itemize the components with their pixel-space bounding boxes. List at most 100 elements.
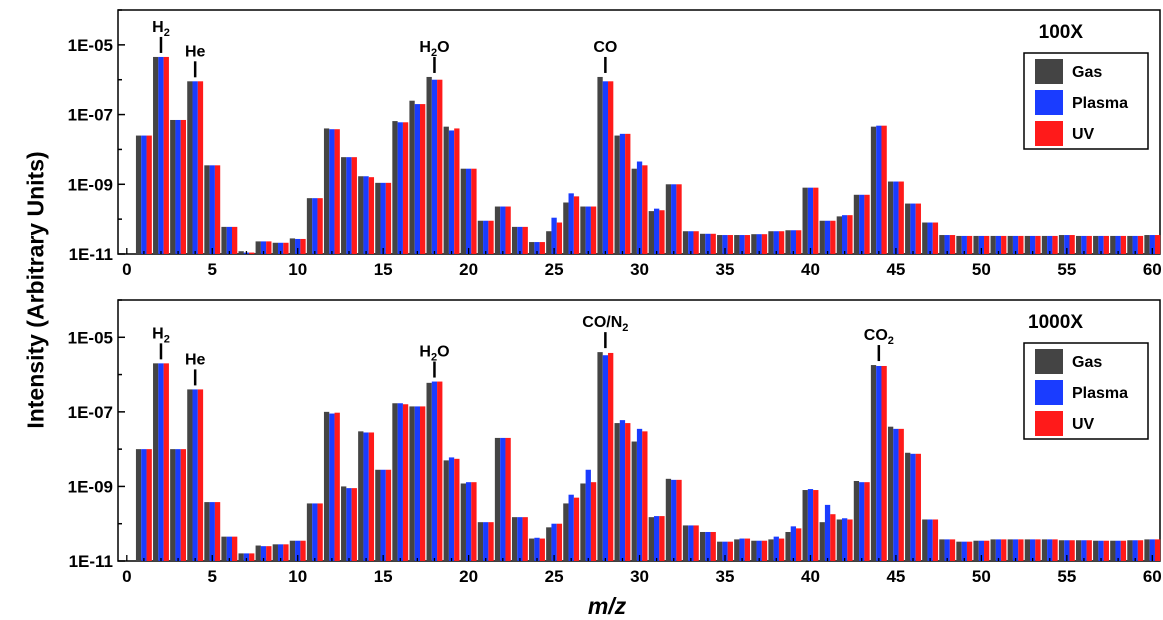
bar-plasma-13	[346, 157, 352, 254]
bar-plasma-16	[397, 403, 403, 561]
bar-plasma-56	[1081, 540, 1087, 561]
bar-plasma-10	[295, 540, 301, 561]
bar-gas-35	[717, 235, 723, 254]
bar-uv-43	[864, 194, 870, 254]
bar-plasma-56	[1081, 235, 1087, 254]
bar-uv-40	[813, 187, 819, 254]
bar-uv-46	[915, 203, 921, 254]
bar-uv-19	[454, 458, 460, 561]
bar-plasma-48	[944, 235, 950, 254]
bar-gas-44	[870, 126, 877, 254]
bar-uv-46	[915, 453, 921, 561]
x-tick-label: 20	[459, 260, 478, 279]
bar-plasma-27	[585, 469, 591, 561]
bar-gas-40	[802, 490, 808, 561]
bar-gas-28	[597, 76, 603, 254]
bar-uv-60	[1154, 235, 1161, 254]
bar-gas-51	[990, 539, 996, 561]
bar-plasma-53	[1030, 235, 1036, 254]
bar-plasma-24	[534, 537, 540, 561]
bar-plasma-23	[517, 226, 523, 254]
bar-plasma-9	[277, 544, 284, 561]
bar-uv-39	[796, 528, 802, 561]
x-tick-label: 15	[374, 567, 393, 586]
bar-uv-40	[813, 490, 819, 561]
bar-gas-8	[255, 545, 261, 561]
bar-gas-57	[1093, 540, 1099, 561]
bar-uv-29	[625, 133, 631, 254]
bar-uv-47	[932, 222, 939, 254]
x-tick-label: 55	[1057, 567, 1076, 586]
bar-uv-11	[317, 503, 323, 561]
bar-uv-9	[283, 242, 289, 254]
bar-plasma-33	[688, 231, 694, 254]
bar-uv-50	[984, 540, 990, 561]
bar-gas-3	[170, 119, 176, 254]
bar-gas-2	[153, 363, 159, 561]
bar-gas-46	[905, 452, 911, 561]
bar-gas-20	[460, 483, 466, 561]
bar-gas-40	[802, 187, 808, 254]
bar-uv-58	[1120, 540, 1127, 561]
bar-gas-4	[187, 389, 193, 561]
bar-gas-29	[614, 135, 620, 254]
bar-uv-38	[778, 231, 785, 254]
y-axis-title: Intensity (Arbitrary Units)	[22, 151, 49, 429]
x-tick-label: 5	[208, 260, 217, 279]
bar-uv-52	[1018, 235, 1024, 254]
bar-plasma-34	[705, 531, 711, 561]
bar-gas-24	[529, 538, 535, 561]
bar-gas-49	[956, 235, 962, 254]
bar-uv-34	[710, 233, 716, 254]
annotation-label: He	[185, 43, 206, 60]
bar-plasma-2	[158, 56, 164, 255]
bar-gas-13	[341, 486, 347, 561]
bar-uv-26	[573, 196, 580, 254]
bar-gas-60	[1144, 539, 1150, 561]
bar-plasma-55	[1064, 540, 1070, 561]
bar-uv-57	[1103, 235, 1109, 254]
y-tick-label: 1E-11	[69, 552, 113, 571]
bar-uv-45	[898, 428, 904, 561]
bar-gas-38	[768, 231, 774, 254]
bar-plasma-30	[636, 428, 643, 561]
bar-plasma-20	[465, 482, 472, 561]
bar-plasma-21	[483, 522, 489, 561]
bar-uv-35	[727, 541, 733, 561]
bar-gas-59	[1127, 235, 1133, 254]
bar-plasma-41	[824, 220, 831, 254]
bar-plasma-6	[226, 226, 232, 254]
bar-gas-44	[870, 365, 877, 561]
bar-plasma-4	[192, 81, 198, 254]
x-tick-label: 25	[545, 260, 564, 279]
bar-gas-1	[135, 135, 142, 254]
bar-uv-10	[300, 238, 306, 254]
bar-plasma-38	[773, 536, 779, 561]
bar-uv-28	[608, 352, 614, 561]
bar-plasma-29	[619, 133, 626, 254]
bar-plasma-52	[1012, 235, 1019, 254]
bar-uv-51	[1001, 235, 1007, 254]
legend-label-uv: UV	[1072, 416, 1095, 433]
bar-plasma-37	[756, 540, 762, 561]
bar-uv-7	[249, 553, 255, 561]
bar-gas-30	[631, 168, 637, 254]
bar-plasma-59	[1132, 235, 1138, 254]
bar-uv-30	[642, 165, 648, 254]
annotation-label: H2	[152, 325, 170, 345]
x-tick-label: 5	[208, 567, 217, 586]
bar-uv-52	[1018, 539, 1024, 561]
bar-gas-5	[204, 165, 210, 254]
bar-gas-46	[905, 203, 911, 254]
bar-uv-1	[146, 135, 152, 254]
bar-uv-6	[232, 536, 238, 561]
annotation-label: H2O	[419, 344, 449, 364]
bar-uv-44	[881, 125, 887, 255]
bar-gas-43	[853, 480, 860, 561]
bar-uv-31	[659, 516, 665, 561]
bar-uv-17	[420, 104, 426, 254]
bar-plasma-40	[807, 187, 814, 254]
bar-gas-22	[494, 437, 501, 561]
bar-gas-29	[614, 423, 620, 561]
